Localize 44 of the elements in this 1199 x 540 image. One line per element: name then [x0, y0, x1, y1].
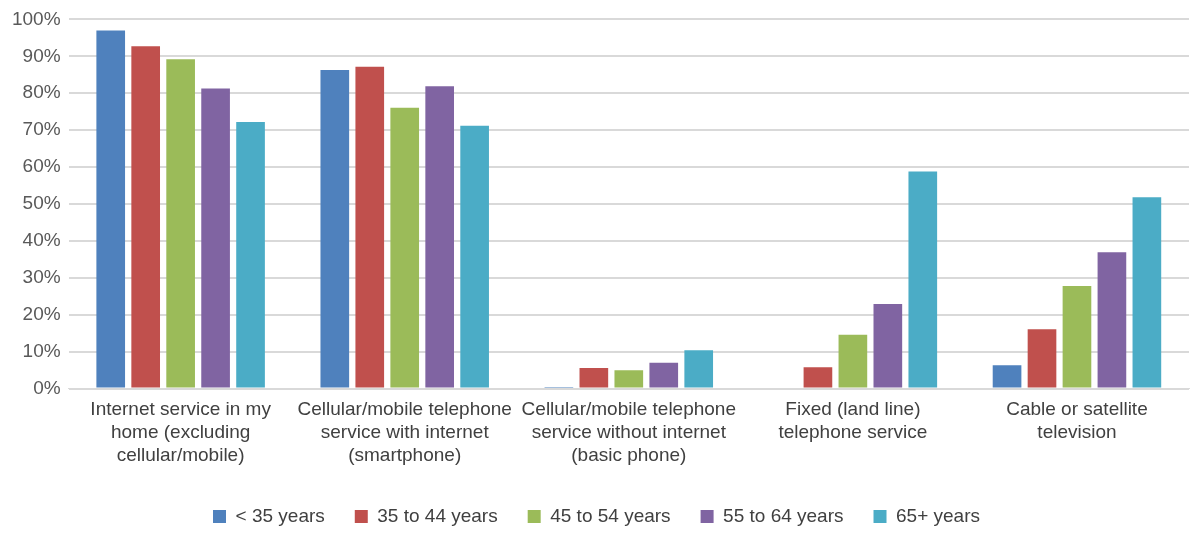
bar	[873, 304, 903, 388]
y-tick-label: 60%	[22, 155, 61, 177]
bar	[1097, 252, 1127, 388]
bar	[579, 367, 609, 388]
bar	[684, 350, 714, 388]
y-tick-label: 30%	[22, 266, 61, 288]
bar	[390, 107, 420, 388]
bar	[355, 66, 385, 388]
bar	[908, 171, 938, 388]
bar	[1027, 329, 1057, 388]
y-tick-label: 0%	[33, 376, 61, 398]
y-tick-label: 50%	[22, 192, 61, 214]
legend-label: 45 to 54 years	[550, 504, 671, 526]
bar	[1132, 197, 1162, 388]
x-tick-label: Fixed (land line) telephone service	[778, 398, 928, 443]
y-tick-label: 40%	[22, 229, 61, 251]
bar	[425, 86, 455, 388]
bar	[803, 367, 833, 388]
bar	[460, 125, 489, 388]
bar	[1062, 285, 1092, 388]
x-tick-label: Cellular/mobile telephone service with internet (smartphone)	[297, 398, 512, 465]
y-tick-label: 70%	[22, 118, 61, 140]
legend-label: 55 to 64 years	[723, 504, 844, 526]
legend-label: 35 to 44 years	[377, 504, 498, 526]
bar	[614, 370, 644, 388]
bar	[838, 334, 868, 388]
y-tick-label: 10%	[22, 339, 61, 361]
y-tick-label: 100%	[11, 7, 61, 29]
y-tick-label: 90%	[22, 44, 61, 66]
bar	[320, 69, 350, 388]
bar	[236, 122, 265, 388]
x-tick-label: Internet service in my home (excluding cellular/mobile)	[90, 398, 272, 465]
bar	[96, 30, 126, 388]
x-tick-label: Cable or satellite television	[1006, 398, 1148, 443]
bar	[992, 365, 1022, 388]
x-tick-label: Cellular/mobile telephone service without internet (basic phone)	[521, 398, 737, 465]
y-tick-label: 20%	[22, 302, 61, 324]
bar	[131, 46, 161, 388]
legend-label: 65+ years	[896, 504, 980, 526]
bar	[649, 362, 679, 388]
bar	[166, 59, 195, 388]
legend-label: < 35 years	[235, 504, 325, 526]
y-tick-label: 80%	[22, 81, 61, 103]
bar	[201, 88, 230, 388]
